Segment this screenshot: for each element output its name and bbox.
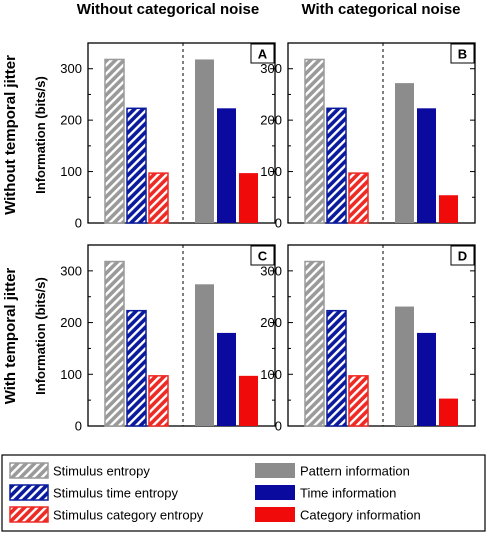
row-title-2: With temporal jitter (2, 268, 19, 405)
y-tick-label: 100 (60, 367, 82, 382)
panel-letter-box (250, 245, 275, 266)
bar-stimulus-entropy (104, 260, 125, 427)
bar-category-information (439, 398, 458, 426)
bar-pattern-information (195, 284, 214, 426)
panel-B: 0 100 200 300 B (260, 42, 476, 231)
bar-stimulus-time-entropy (326, 107, 347, 224)
bar-stimulus-category-entropy (348, 172, 369, 224)
legend-swatch (255, 485, 295, 500)
column-title-1: Without categorical noise (77, 1, 259, 18)
legend-swatch (255, 507, 295, 522)
bar-stimulus-entropy (304, 58, 325, 224)
y-tick-label: 200 (260, 315, 282, 330)
panel-A: 0 100 200 300 A (60, 42, 276, 231)
row-title-1: Without temporal jitter (2, 55, 19, 215)
panel-letter: C (258, 249, 268, 264)
y-tick-label: 200 (60, 315, 82, 330)
bar-stimulus-category-entropy (348, 375, 369, 427)
bar-pattern-information (395, 83, 414, 223)
bar-pattern-information (195, 59, 214, 224)
panel-letter-box (450, 245, 475, 266)
panel-C: 0 100 200 300 C (60, 244, 276, 434)
panel-letter: D (458, 249, 467, 264)
legend-label: Category information (300, 508, 421, 523)
legend-swatch (9, 506, 49, 523)
panel-frame (287, 42, 476, 224)
bar-time-information (417, 108, 436, 223)
legend-label: Time information (300, 486, 396, 501)
y-tick-label: 300 (260, 61, 282, 76)
y-tick-label: 200 (260, 113, 282, 128)
panels: 0100200300A0100200300B0100200300C0100200… (60, 42, 476, 434)
y-tick-label: 100 (260, 367, 282, 382)
bar-stimulus-time-entropy (126, 309, 147, 427)
bar-stimulus-time-entropy (126, 107, 147, 224)
bar-category-information (239, 173, 258, 223)
legend: Stimulus entropy Pattern information Stimu… (1, 454, 486, 532)
bar-pattern-information (395, 306, 414, 426)
bar-time-information (217, 108, 236, 223)
legend-label: Stimulus category entropy (53, 508, 204, 523)
bar-time-information (417, 332, 436, 426)
y-axis-label-top: Information (bits/s) (33, 76, 48, 194)
y-tick-label: 0 (275, 216, 282, 231)
y-tick-label: 200 (60, 113, 82, 128)
legend-label: Stimulus entropy (53, 464, 150, 479)
legend-swatch (9, 462, 49, 479)
y-tick-label: 300 (60, 61, 82, 76)
panel-letter: A (258, 47, 268, 62)
y-tick-label: 300 (60, 263, 82, 278)
bar-stimulus-time-entropy (326, 309, 347, 427)
bar-category-information (439, 195, 458, 223)
y-tick-label: 100 (60, 164, 82, 179)
legend-frame (1, 454, 486, 532)
panel-letter-box (250, 43, 275, 64)
y-tick-label: 100 (260, 164, 282, 179)
panel-frame (87, 42, 276, 224)
y-tick-label: 300 (260, 263, 282, 278)
y-tick-label: 0 (75, 216, 82, 231)
panel-letter-box (450, 43, 475, 64)
y-axis-label-bottom: Information (bits/s) (33, 277, 48, 395)
bar-category-information (239, 375, 258, 426)
legend-swatch (9, 484, 49, 501)
panel-letter: B (458, 47, 467, 62)
column-title-2: With categorical noise (301, 1, 460, 18)
bar-stimulus-entropy (304, 260, 325, 427)
legend-swatch (255, 463, 295, 478)
legend-label: Pattern information (300, 464, 410, 479)
panel-D: 0 100 200 300 D (260, 244, 476, 434)
bar-stimulus-entropy (104, 58, 125, 224)
y-tick-label: 0 (275, 419, 282, 434)
bar-time-information (217, 332, 236, 426)
legend-label: Stimulus time entropy (53, 486, 178, 501)
panel-frame (287, 244, 476, 427)
bar-stimulus-category-entropy (148, 172, 169, 224)
panel-frame (87, 244, 276, 427)
bar-stimulus-category-entropy (148, 375, 169, 427)
y-tick-label: 0 (75, 419, 82, 434)
